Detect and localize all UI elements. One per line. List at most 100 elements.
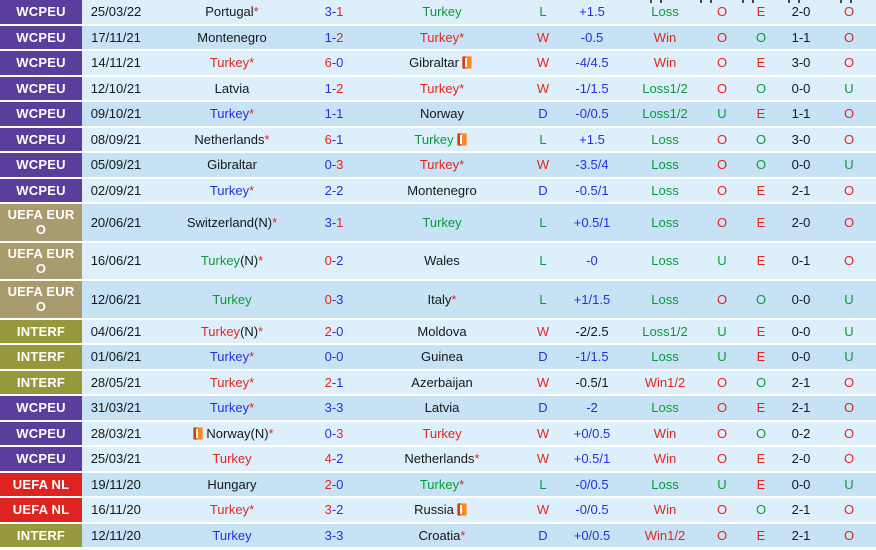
team-name-link[interactable]: Turkey [419,80,460,96]
team-name-link[interactable]: Russia [414,502,454,518]
team-name-link[interactable]: Turkey [209,400,250,416]
match-date-text: 25/03/21 [90,451,142,467]
away-team: Gibraltar [354,51,530,75]
away-team: Norway [354,102,530,126]
team-name-link[interactable]: Turkey [422,425,462,441]
competition-badge-line: INTERF [16,323,66,339]
competition-badge: WCPEU [0,102,82,126]
team-name-link[interactable]: Gibraltar [207,157,257,173]
team-name-link[interactable]: Turkey [200,323,241,339]
home-team: Turkey * [150,498,314,522]
overunder-second-text: O [843,527,855,543]
team-name-link[interactable]: Turkey [419,29,460,45]
handicap-result: Win [628,498,702,522]
match-date: 01/06/21 [82,345,150,369]
team-name-link[interactable]: Turkey [419,157,460,173]
handicap-result-text: Loss [651,253,679,269]
home-team: Turkey * [150,345,314,369]
score-dash: - [331,323,337,339]
team-name-link[interactable]: Turkey [414,131,454,147]
team-name-link[interactable]: Montenegro [407,182,477,198]
result-letter: W [530,51,556,75]
team-name-link[interactable]: Italy [427,291,452,307]
team-name-link[interactable]: Turkey [419,476,460,492]
competition-badge-line: INTERF [16,349,66,365]
competition-badge-line: UEFA NL [12,476,70,492]
score-dash: - [331,400,337,416]
result-letter: L [530,243,556,280]
team-name-link[interactable]: Wales [424,253,460,269]
away-team: Guinea [354,345,530,369]
team-name-link[interactable]: Turkey [200,253,241,269]
team-name-link[interactable]: Guinea [421,349,463,365]
team-name-link[interactable]: Switzerland [186,214,255,230]
team-name-link[interactable]: Norway [206,425,251,441]
second-score: 0-1 [780,243,822,280]
result-letter: W [530,26,556,50]
match-date-text: 02/09/21 [90,182,142,198]
team-name-link[interactable]: Latvia [424,400,460,416]
team-name-link[interactable]: Turkey [422,214,462,230]
overunder-full: U [702,473,742,497]
overunder-second-text: O [843,400,855,416]
second-score-text: 1-1 [791,106,811,122]
team-name-link[interactable]: Turkey [212,527,252,543]
team-name-link[interactable]: Azerbaijan [411,374,473,390]
odd-even-text: O [755,502,767,518]
team-name-link[interactable]: Turkey [422,4,462,20]
neutral-venue-marker: (N) [250,425,269,441]
away-team: Azerbaijan [354,371,530,395]
competition-badge: UEFA NL [0,498,82,522]
team-name-link[interactable]: Turkey [209,349,250,365]
odd-even: E [742,447,780,471]
overunder-second: U [822,473,876,497]
away-goals: 2 [336,80,344,96]
competition-badge: INTERF [0,370,82,394]
competition-badge: WCPEU [0,153,82,177]
home-goals: 0 [324,349,332,365]
team-name-link[interactable]: Netherlands [404,451,475,467]
team-name-link[interactable]: Turkey [209,106,250,122]
team-name-link[interactable]: Turkey [209,182,250,198]
overunder-full: O [702,371,742,395]
result-letter-text: W [536,29,550,45]
match-score: 0-3 [314,422,354,446]
match-row: WCPEU 28/03/21 Norway (N) * 0-3 Turkey W +0/0.5 W… [0,421,876,446]
team-name-link[interactable]: Netherlands [194,131,265,147]
team-name-link[interactable]: Hungary [207,476,257,492]
second-score-text: 3-0 [791,55,811,71]
score-dash: - [331,182,337,198]
competition-badge: WCPEU [0,178,82,202]
team-name-link[interactable]: Turkey [209,55,250,71]
team-name-link[interactable]: Turkey [212,291,252,307]
odd-even: E [742,524,780,548]
away-goals: 2 [336,182,344,198]
handicap-result: Loss [628,473,702,497]
score-dash: - [331,502,337,518]
team-name-link[interactable]: Gibraltar [409,55,459,71]
team-name-link[interactable]: Turkey [209,374,250,390]
odd-even-text: E [756,182,766,198]
match-date-text: 19/11/20 [91,476,141,492]
asian-handicap-text: -4/4.5 [575,55,609,71]
asian-handicap: -4/4.5 [556,51,628,75]
overunder-second: U [822,281,876,318]
team-name-link[interactable]: Latvia [214,80,250,96]
odd-even-text: O [755,157,767,173]
overunder-full-text: U [717,476,727,492]
team-name-link[interactable]: Turkey [209,502,250,518]
result-letter: W [530,320,556,344]
team-name-link[interactable]: Moldova [417,323,467,339]
overunder-second: O [822,179,876,203]
team-name-link[interactable]: Croatia [418,527,461,543]
favorite-star: * [249,400,255,416]
team-name-link[interactable]: Montenegro [197,29,267,45]
header-remnant-mark [798,0,800,3]
team-name-link[interactable]: Norway [419,106,465,122]
match-row: INTERF 01/06/21 Turkey * 0-0 Guinea D -1/1.5 Los… [0,345,876,369]
asian-handicap-text: -0.5 [580,29,604,45]
overunder-full-text: U [717,323,727,339]
team-name-link[interactable]: Portugal [205,4,254,20]
booking-card-icon [456,132,467,146]
team-name-link[interactable]: Turkey [212,451,252,467]
